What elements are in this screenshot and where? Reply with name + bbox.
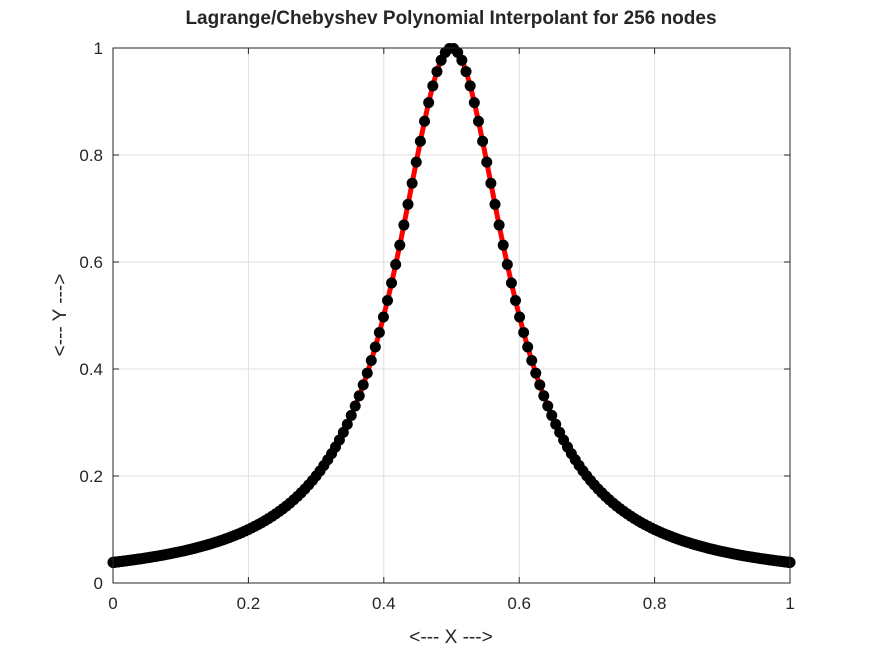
y-tick-label: 0.2	[79, 467, 103, 486]
node-marker	[402, 198, 414, 210]
node-marker	[419, 115, 431, 127]
node-marker	[345, 409, 357, 421]
node-marker	[410, 156, 422, 168]
node-marker	[423, 97, 435, 109]
x-tick-label: 0	[108, 594, 117, 613]
y-tick-label: 0.6	[79, 253, 103, 272]
node-marker	[414, 135, 426, 147]
node-marker	[386, 277, 398, 289]
node-marker	[373, 326, 385, 338]
node-marker	[510, 294, 521, 306]
node-marker	[390, 259, 402, 271]
x-tick-label: 1	[785, 594, 794, 613]
ticks: 0 0.2 0.4 0.6 0.8 1 0 0.2 0.4 0.6 0.8 1	[79, 39, 794, 613]
node-marker	[481, 156, 493, 168]
y-tick-label: 1	[94, 39, 103, 58]
node-marker	[534, 379, 546, 391]
node-marker	[382, 294, 393, 306]
node-marker	[542, 400, 554, 412]
chart-title: Lagrange/Chebyshev Polynomial Interpolan…	[185, 8, 716, 29]
x-axis-label: <--- X --->	[409, 627, 492, 648]
node-marker	[394, 239, 406, 251]
node-marker	[349, 400, 361, 412]
y-tick-label: 0	[94, 574, 103, 593]
node-marker	[435, 54, 447, 66]
x-tick-label: 0.8	[643, 594, 667, 613]
node-marker	[518, 326, 530, 338]
node-marker	[365, 355, 377, 366]
node-marker	[514, 311, 526, 323]
node-marker	[538, 390, 550, 402]
node-marker	[505, 277, 517, 289]
node-marker	[501, 259, 513, 271]
node-marker	[369, 341, 381, 353]
x-tick-label: 0.6	[507, 594, 531, 613]
node-marker	[526, 355, 538, 366]
node-marker	[431, 66, 443, 78]
node-marker	[427, 80, 439, 92]
plot-area	[113, 48, 790, 583]
x-tick-label: 0.4	[372, 594, 396, 613]
series-layer	[107, 43, 796, 568]
node-marker	[497, 239, 509, 251]
y-axis-label: <--- Y --->	[50, 274, 71, 357]
node-marker	[464, 80, 476, 92]
node-marker	[554, 426, 566, 438]
x-tick-label: 0.2	[237, 594, 261, 613]
node-marker	[398, 219, 410, 231]
node-marker	[357, 379, 369, 391]
node-marker	[550, 418, 562, 430]
y-tick-label: 0.8	[79, 146, 103, 165]
node-marker	[530, 367, 542, 379]
node-marker	[493, 219, 505, 231]
node-marker	[546, 409, 558, 421]
node-marker	[522, 341, 534, 353]
node-marker	[468, 97, 480, 109]
node-marker	[377, 311, 389, 323]
node-marker	[472, 115, 484, 127]
axes-box	[112, 47, 791, 584]
node-marker	[406, 177, 418, 189]
node-marker	[353, 390, 365, 402]
node-marker	[477, 135, 489, 147]
node-marker	[485, 177, 497, 189]
y-tick-label: 0.4	[79, 360, 103, 379]
node-marker	[341, 418, 353, 430]
node-marker	[489, 198, 501, 210]
node-marker	[460, 66, 472, 78]
node-marker	[361, 367, 373, 379]
